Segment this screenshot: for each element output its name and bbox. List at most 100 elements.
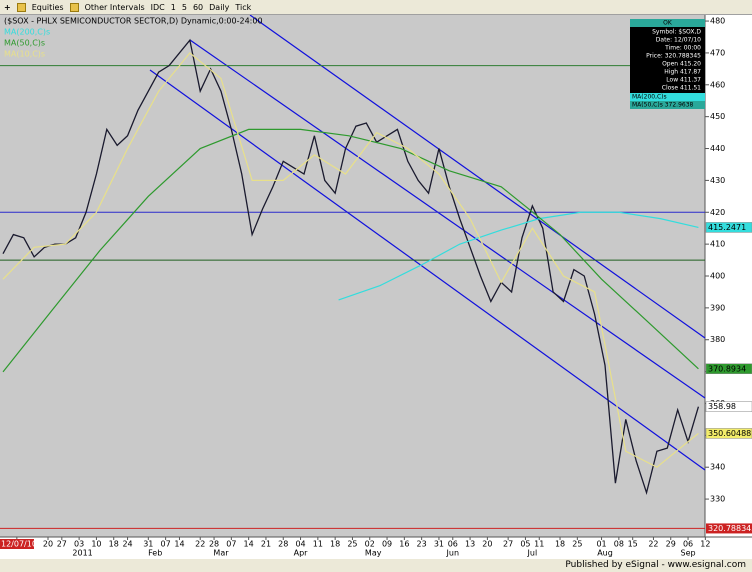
chart: ($SOX - PHLX SEMICONDUCTOR SECTOR,D) Dyn…: [0, 15, 752, 559]
info-box-header: [630, 19, 705, 27]
x-tick-label: 15: [628, 540, 638, 549]
info-box-row: Low 411.37: [666, 77, 701, 84]
x-tick-label: 28: [209, 540, 219, 549]
x-tick-label: 11: [313, 540, 323, 549]
x-tick-label: 31: [434, 540, 444, 549]
x-tick-label: 14: [244, 540, 254, 549]
moving-average-line: [2, 128, 699, 373]
last-value-box: [705, 428, 752, 439]
month-label: Sep: [681, 549, 696, 558]
toolbar-button[interactable]: 5: [181, 2, 187, 12]
legend-entry: MA(10,C)s: [4, 50, 45, 59]
month-label: Aug: [597, 549, 613, 558]
x-tick-label: 14: [174, 540, 184, 549]
x-tick-label: 04: [295, 540, 305, 549]
x-tick-label: 31: [143, 540, 153, 549]
info-box: [630, 27, 705, 93]
info-box-row: High 417.87: [664, 69, 701, 76]
month-label: Jul: [527, 549, 538, 558]
y-tick-label: 470: [710, 48, 725, 57]
toolbar-button[interactable]: Other Intervals: [84, 2, 145, 12]
x-tick-label: 22: [648, 540, 658, 549]
moving-average-line: [2, 52, 699, 468]
month-label: May: [365, 549, 382, 558]
last-value-label: 358.98: [708, 402, 736, 411]
x-tick-label: 02: [365, 540, 375, 549]
x-tick-label: 20: [43, 540, 53, 549]
info-box-row: Symbol: $SOX,D: [652, 29, 701, 36]
plot-background: [0, 15, 705, 537]
info-box-row: Date: 12/07/10: [656, 37, 701, 44]
x-tick-label: 01: [596, 540, 606, 549]
folder-icon: [16, 2, 26, 12]
info-box-row: Price: 320.788345: [646, 53, 701, 60]
footer: Published by eSignal - www.esignal.com: [0, 559, 752, 572]
last-value-label: 350.60488: [708, 429, 751, 438]
x-tick-label: 25: [347, 540, 357, 549]
price-line: [2, 38, 700, 496]
y-tick-label: 410: [710, 240, 725, 249]
x-tick-label: 27: [57, 540, 67, 549]
last-value-box: [705, 222, 752, 233]
x-tick-label: 25: [572, 540, 582, 549]
toolbar-button[interactable]: IDC: [150, 2, 165, 12]
month-label: Apr: [294, 549, 309, 558]
y-axis-background: [705, 15, 752, 559]
info-box-row: Time: 00:00: [664, 45, 701, 52]
x-tick-label: 11: [534, 540, 544, 549]
x-tick-label: 21: [261, 540, 271, 549]
legend-entry: MA(50,C)s: [4, 39, 45, 48]
month-label: Mar: [213, 549, 229, 558]
info-box-ma-row: [630, 101, 705, 109]
x-tick-label: 23: [417, 540, 427, 549]
last-value-box: [705, 363, 752, 375]
x-tick-label: 20: [482, 540, 492, 549]
price-label: 320.788345: [708, 524, 752, 533]
toolbar-button[interactable]: 60: [192, 2, 204, 12]
x-tick-label: 13: [465, 540, 475, 549]
trend-line: [249, 15, 706, 339]
toolbar-button[interactable]: 1: [170, 2, 176, 12]
last-value-box: [705, 401, 752, 412]
x-tick-label: 06: [683, 540, 693, 549]
x-tick-label: 18: [555, 540, 565, 549]
x-tick-label: 07: [226, 540, 236, 549]
x-tick-label: 18: [330, 540, 340, 549]
trend-line: [149, 69, 706, 471]
x-tick-label: 16: [399, 540, 409, 549]
toolbar-button[interactable]: Equities: [31, 2, 64, 12]
folder-icon: [69, 2, 79, 12]
last-value-label: 415.2471: [708, 223, 746, 232]
toolbar-icon: +: [4, 2, 11, 12]
toolbar: + Equities Other Intervals IDC 1 5 60 Da…: [0, 0, 752, 15]
info-box-row: Close 411.51: [662, 85, 701, 92]
x-tick-label: 27: [503, 540, 513, 549]
info-box-ma-text: MA(50,C)s 372.9638: [632, 102, 694, 109]
x-tick-label: 12: [700, 540, 710, 549]
x-tick-label: 18: [109, 540, 119, 549]
x-tick-label: 08: [614, 540, 624, 549]
y-tick-label: 460: [710, 80, 725, 89]
x-tick-label: 29: [666, 540, 676, 549]
chart-title: ($SOX - PHLX SEMICONDUCTOR SECTOR,D) Dyn…: [4, 17, 263, 26]
legend-entry: MA(200,C)s: [4, 28, 50, 37]
y-tick-label: 380: [710, 335, 725, 344]
y-tick-label: 330: [710, 495, 725, 504]
moving-average-line: [338, 211, 699, 301]
cursor-date-box: [0, 539, 34, 549]
price-label-box: [706, 523, 752, 534]
x-tick-label: 24: [122, 540, 132, 549]
toolbar-button[interactable]: Tick: [235, 2, 252, 12]
trend-channel: [149, 15, 706, 471]
y-tick-label: 440: [710, 144, 725, 153]
x-tick-label: 10: [91, 540, 101, 549]
trend-line: [189, 39, 706, 399]
month-label: Jun: [446, 549, 460, 558]
y-tick-label: 420: [710, 208, 725, 217]
info-box-row: Open 415.20: [662, 61, 701, 68]
y-tick-label: 390: [710, 303, 725, 312]
y-tick-label: 450: [710, 112, 725, 121]
x-tick-label: 06: [448, 540, 458, 549]
toolbar-button[interactable]: Daily: [209, 2, 230, 12]
